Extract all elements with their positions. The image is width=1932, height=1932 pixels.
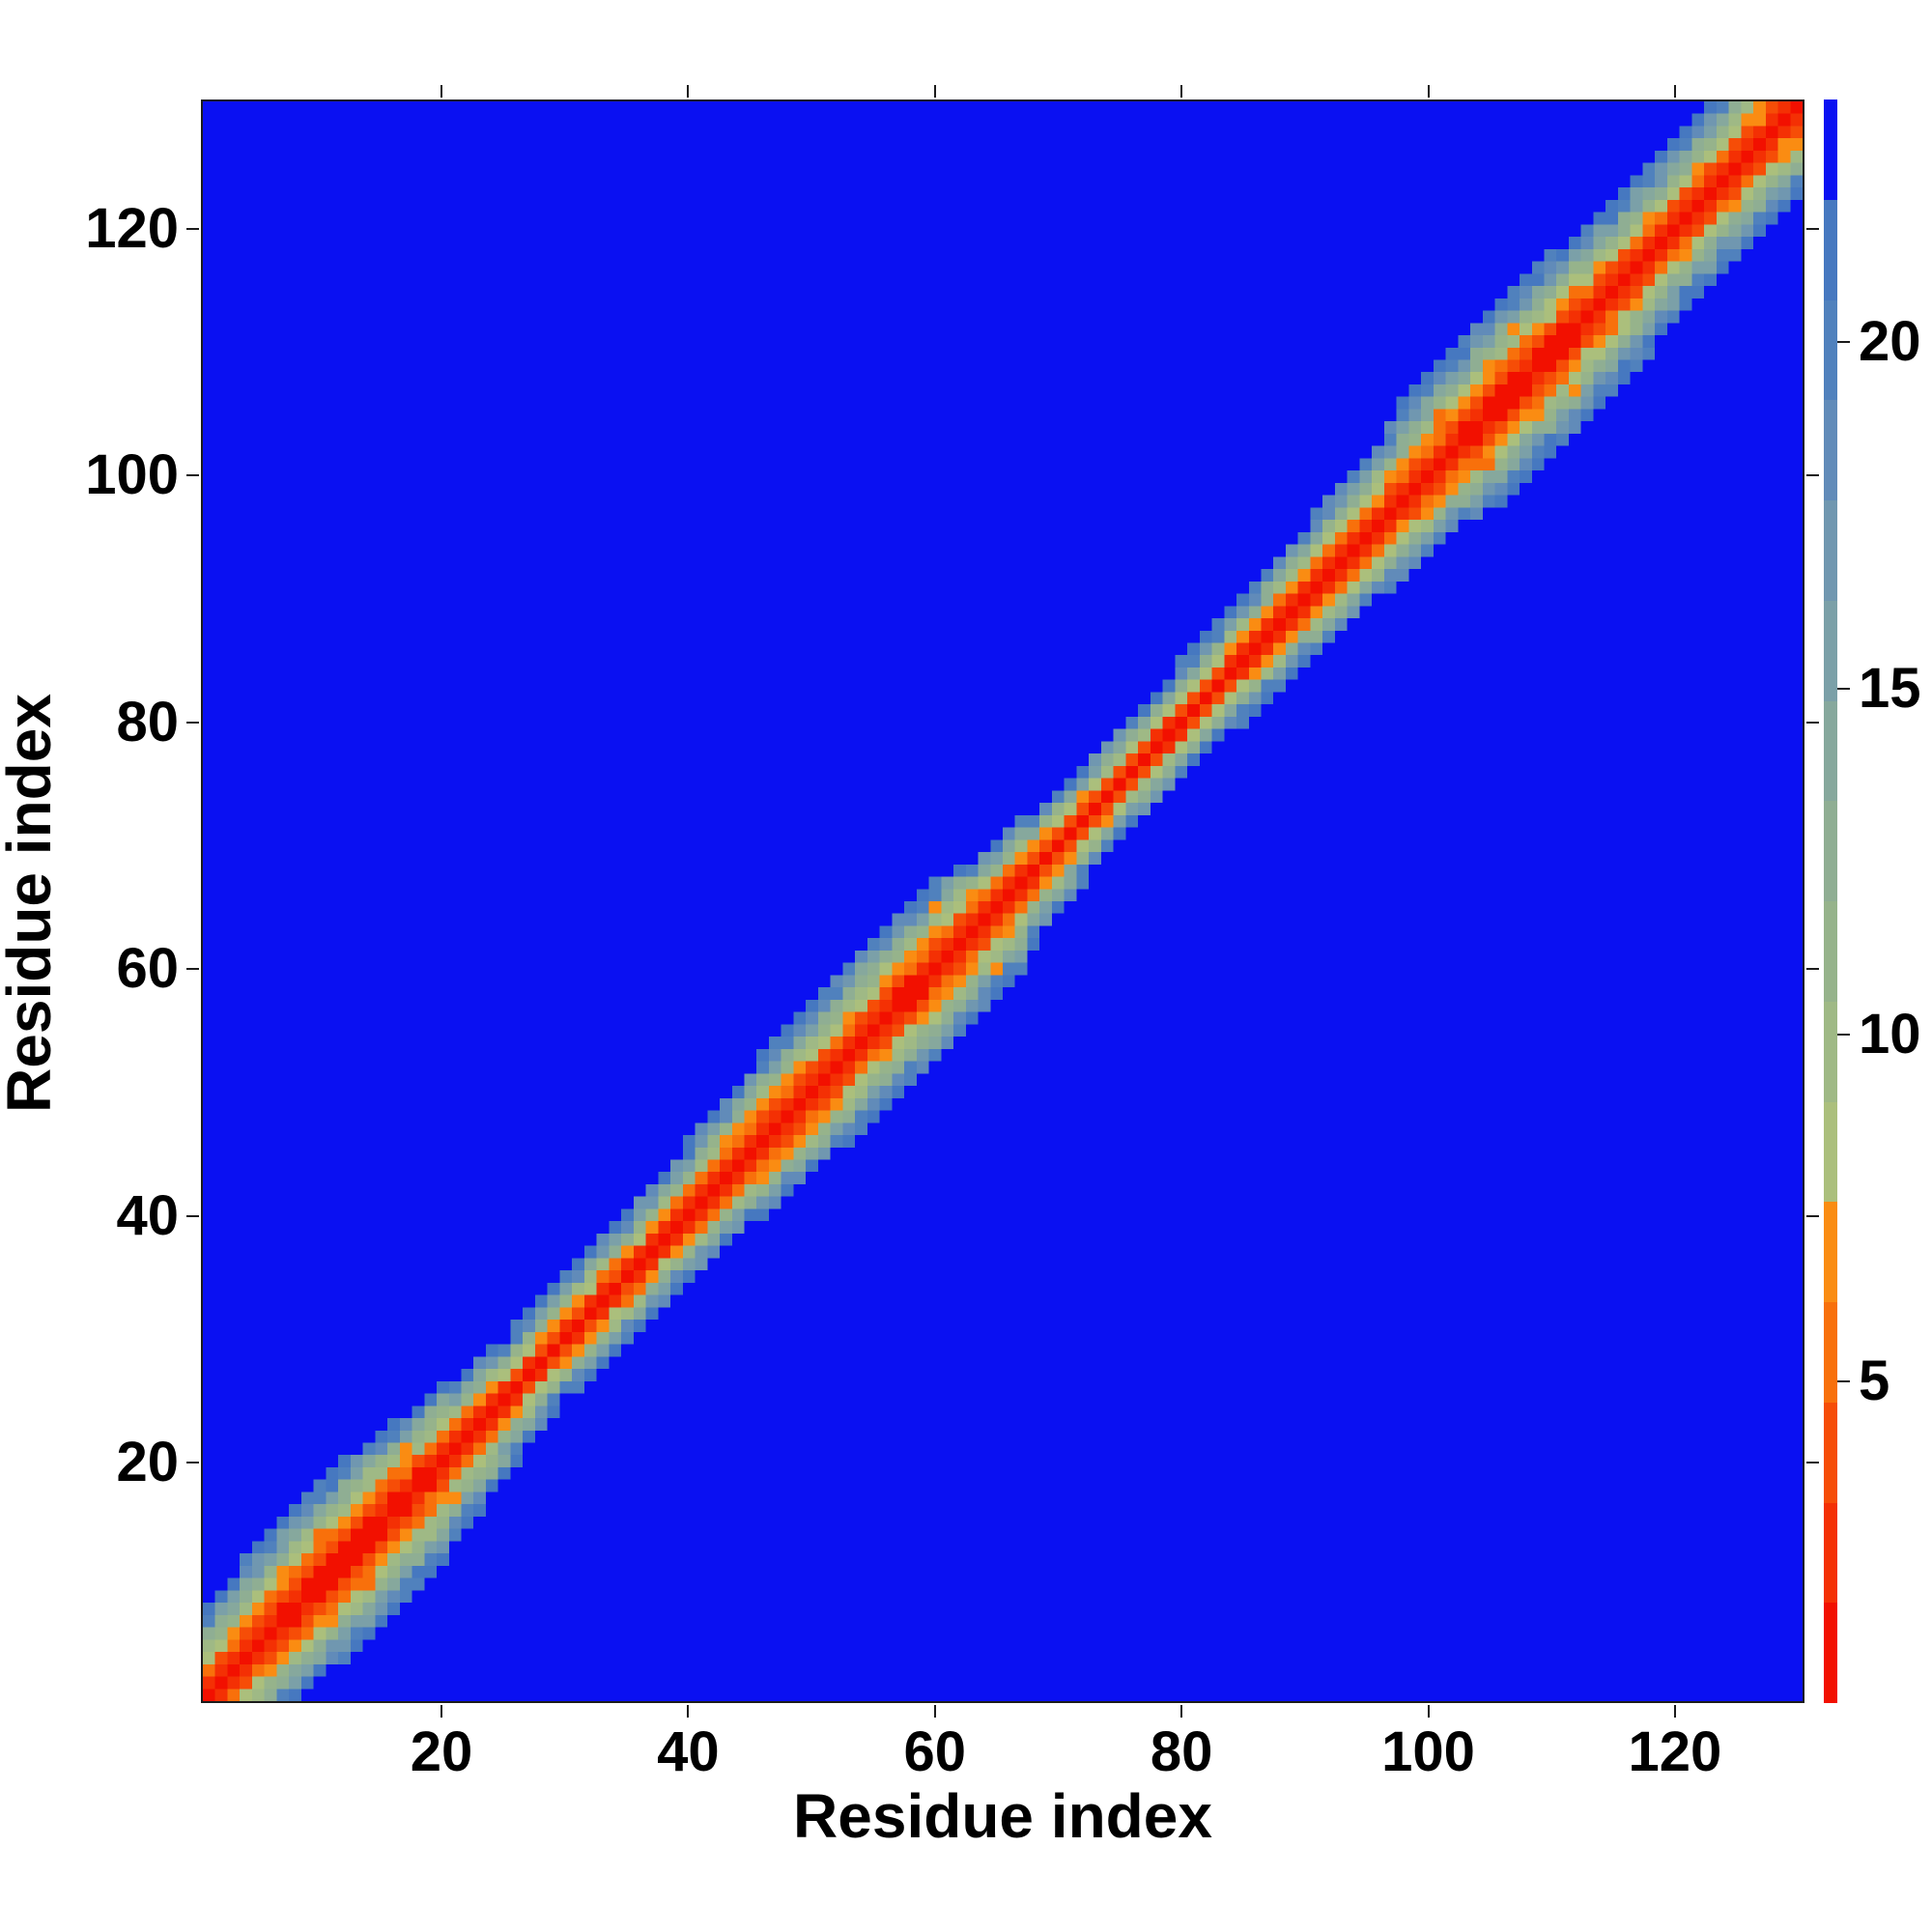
y-tick-label: 100 [85, 443, 179, 507]
heatmap-plot-area [201, 99, 1804, 1703]
y-axis-tick-left [186, 968, 199, 971]
x-axis-tick-bottom [1673, 1705, 1676, 1718]
y-axis-tick-left [186, 1214, 199, 1217]
x-axis-tick-bottom [1427, 1705, 1430, 1718]
y-tick-label: 80 [116, 690, 179, 753]
colorbar-segment [1824, 700, 1837, 802]
colorbar-segment [1824, 199, 1837, 300]
x-axis-tick-top [1673, 85, 1676, 98]
x-axis-tick-top [687, 85, 690, 98]
colorbar [1824, 99, 1837, 1703]
colorbar-tick-label: 15 [1859, 656, 1921, 720]
x-axis-tick-top [440, 85, 442, 98]
colorbar-tick [1837, 1034, 1850, 1037]
y-axis-tick-right [1806, 721, 1819, 724]
x-tick-label: 120 [1628, 1720, 1722, 1783]
y-axis-label: Residue index [0, 694, 64, 1113]
colorbar-tick-label: 5 [1859, 1350, 1890, 1413]
colorbar-segment [1824, 500, 1837, 601]
y-tick-label: 120 [85, 197, 179, 261]
colorbar-tick-label: 20 [1859, 310, 1921, 374]
colorbar-segment [1824, 299, 1837, 401]
colorbar-segment [1824, 1502, 1837, 1604]
x-tick-label: 100 [1381, 1720, 1475, 1783]
y-axis-tick-left [186, 228, 199, 231]
colorbar-segment [1824, 99, 1837, 200]
colorbar-tick [1837, 341, 1850, 344]
y-tick-label: 60 [116, 937, 179, 1001]
y-tick-label: 20 [116, 1431, 179, 1493]
x-tick-label: 80 [1150, 1720, 1213, 1783]
colorbar-segment [1824, 1302, 1837, 1403]
x-tick-label: 20 [410, 1720, 473, 1783]
colorbar-segment [1824, 1001, 1837, 1102]
x-axis-tick-top [1427, 85, 1430, 98]
y-axis-tick-left [186, 474, 199, 477]
heatmap-canvas [203, 101, 1803, 1701]
colorbar-segment [1824, 600, 1837, 701]
x-axis-label: Residue index [793, 1781, 1212, 1851]
colorbar-tick-label: 10 [1859, 1003, 1921, 1066]
y-axis-tick-left [186, 1462, 199, 1463]
x-tick-label: 60 [903, 1720, 967, 1783]
y-axis-tick-right [1806, 1214, 1819, 1217]
x-axis-tick-top [933, 85, 936, 98]
colorbar-segment [1824, 400, 1837, 500]
x-axis-tick-bottom [687, 1705, 690, 1718]
colorbar-segment [1824, 1101, 1837, 1203]
colorbar-segment [1824, 1402, 1837, 1503]
colorbar-tick [1837, 1380, 1850, 1383]
y-axis-tick-right [1806, 228, 1819, 231]
y-axis-tick-right [1806, 474, 1819, 477]
x-axis-tick-bottom [1180, 1705, 1183, 1718]
x-axis-tick-top [1180, 85, 1183, 98]
y-axis-tick-left [186, 721, 199, 724]
x-tick-label: 40 [657, 1720, 720, 1783]
colorbar-segment [1824, 1202, 1837, 1302]
colorbar-segment [1824, 901, 1837, 1002]
x-axis-tick-bottom [933, 1705, 936, 1718]
x-axis-tick-bottom [440, 1705, 442, 1718]
y-axis-tick-right [1806, 968, 1819, 971]
colorbar-segment [1824, 801, 1837, 901]
colorbar-tick [1837, 687, 1850, 690]
y-axis-tick-right [1806, 1462, 1819, 1463]
y-tick-label: 40 [116, 1183, 179, 1247]
colorbar-segment [1824, 1603, 1837, 1703]
